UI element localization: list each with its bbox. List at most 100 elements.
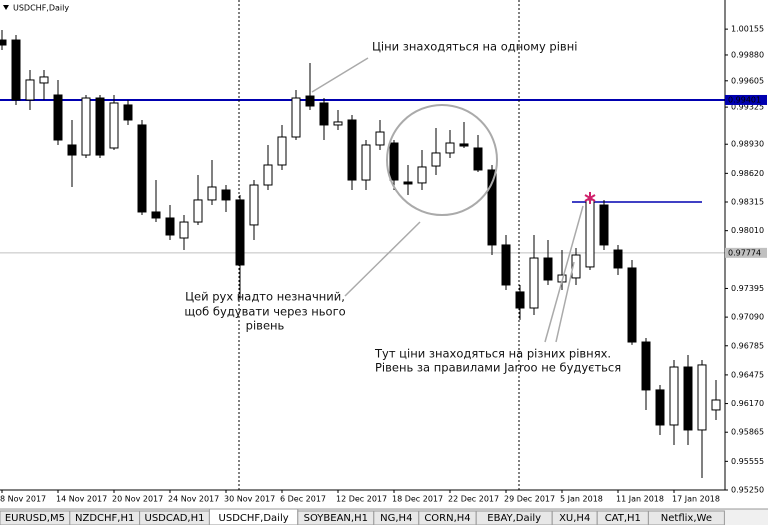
- tab-label[interactable]: NZDCHF,H1: [75, 513, 134, 524]
- x-tick-label: 14 Nov 2017: [56, 495, 107, 504]
- candle-body: [235, 199, 245, 266]
- y-tick-label: 0.98620: [731, 169, 764, 178]
- candle-body: [683, 366, 693, 431]
- title-arrow: [3, 5, 9, 10]
- candle-body: [599, 204, 609, 246]
- level-label: 0.97774: [728, 248, 761, 257]
- tab-label[interactable]: USDCHF,Daily: [219, 513, 289, 524]
- candle-body: [571, 254, 581, 279]
- candle-body: [501, 244, 511, 286]
- candle-body: [627, 267, 637, 343]
- candle-body: [333, 121, 343, 126]
- x-tick-label: 6 Dec 2017: [280, 495, 326, 504]
- annotations: Ціни знаходяться на одному рівні Цей рух…: [184, 40, 621, 375]
- annotation: Рівень за правилами Jarroo не будується: [375, 361, 621, 375]
- tab-label[interactable]: CAT,H1: [605, 513, 641, 524]
- tab-label[interactable]: Netflix,We: [661, 513, 712, 524]
- candle-body: [361, 144, 371, 181]
- y-tick-label: 0.96785: [731, 341, 764, 350]
- annotation: Ціни знаходяться на одному рівні: [372, 40, 577, 54]
- annotation: Тут ціни знаходяться на різних рівнях.: [374, 347, 611, 361]
- level-label-box: [725, 247, 767, 258]
- candle-body: [375, 131, 385, 146]
- y-tick-label: 0.97395: [731, 284, 764, 293]
- candle-body: [543, 257, 553, 281]
- tab-label[interactable]: CORN,H4: [424, 513, 470, 524]
- tab-label[interactable]: USDCAD,H1: [145, 513, 205, 524]
- candle-body: [641, 341, 651, 391]
- y-tick-label: 1.00155: [731, 25, 764, 34]
- x-tick-label: 17 Jan 2018: [672, 495, 720, 504]
- candle-body: [403, 181, 413, 185]
- candle-body: [193, 199, 203, 223]
- x-tick-label: 5 Jan 2018: [560, 495, 603, 504]
- pointer-line: [555, 261, 575, 343]
- candle-body: [123, 104, 133, 121]
- highlight-circle: [386, 104, 498, 216]
- candle-body: [431, 152, 441, 167]
- candle-body: [529, 257, 539, 309]
- candle-body: [137, 124, 147, 213]
- annotation: рівень: [246, 319, 285, 333]
- candle-body: [207, 186, 217, 201]
- candle-body: [0, 39, 7, 46]
- candle-body: [221, 189, 231, 201]
- candle-body: [25, 79, 35, 101]
- candle-body: [347, 119, 357, 181]
- candle-body: [11, 39, 21, 101]
- chart-title: USDCHF,Daily: [13, 4, 69, 13]
- y-tick-label: 0.96475: [731, 370, 764, 379]
- level-label: 0.99401: [728, 95, 761, 104]
- y-tick-label: 0.95865: [731, 428, 764, 437]
- tab-label[interactable]: EURUSD,M5: [5, 513, 65, 524]
- candle-body: [417, 166, 427, 184]
- candle-body: [655, 389, 665, 426]
- candle-body: [515, 291, 525, 309]
- y-tick-label: 0.98315: [731, 198, 764, 207]
- y-tick-label: 0.96170: [731, 399, 764, 408]
- x-tick-label: 18 Dec 2017: [392, 495, 443, 504]
- tab-label[interactable]: EBAY,Daily: [487, 513, 541, 524]
- x-tick-label: 12 Dec 2017: [336, 495, 387, 504]
- y-tick-label: 0.99605: [731, 76, 764, 85]
- candle-body: [459, 143, 469, 147]
- candle-body: [277, 136, 287, 166]
- x-tick-label: 11 Jan 2018: [616, 495, 664, 504]
- candle-body: [53, 94, 63, 141]
- candle-body: [151, 211, 161, 219]
- candle-body: [319, 102, 329, 126]
- star-marker: [584, 194, 596, 202]
- x-tick-label: 30 Nov 2017: [224, 495, 275, 504]
- candle-body: [613, 249, 623, 269]
- candle-body: [95, 97, 105, 156]
- candle-body: [109, 102, 119, 149]
- annotation: Цей рух надто незначний,: [185, 290, 345, 304]
- y-tick-label: 0.99325: [731, 103, 764, 112]
- plot-area: [0, 29, 725, 478]
- candle-body: [585, 199, 595, 268]
- candle-body: [473, 147, 483, 171]
- y-tick-label: 0.97090: [731, 313, 764, 322]
- candle-body: [263, 164, 273, 186]
- level-label-box: [725, 94, 767, 105]
- candle-body: [165, 217, 175, 236]
- tab-label[interactable]: SOYBEAN,H1: [304, 513, 368, 524]
- candle-body: [67, 144, 77, 156]
- y-tick-label: 0.95250: [731, 486, 764, 495]
- pointer-line: [344, 221, 421, 297]
- candle-body: [487, 169, 497, 246]
- pointer-line: [311, 57, 369, 93]
- tab-label[interactable]: NG,H4: [380, 513, 412, 524]
- tabs: EURUSD,M5 NZDCHF,H1 USDCAD,H1 USDCHF,Daily S…: [0, 508, 725, 526]
- candle-body: [179, 221, 189, 239]
- y-tick-label: 0.98010: [731, 226, 764, 235]
- candle-body: [305, 95, 315, 107]
- tab-label[interactable]: XU,H4: [559, 513, 590, 524]
- candle-body: [697, 364, 707, 431]
- candle-body: [669, 366, 679, 426]
- candle-body: [445, 142, 455, 154]
- x-tick-label: 24 Nov 2017: [168, 495, 219, 504]
- pointer-line: [544, 205, 584, 343]
